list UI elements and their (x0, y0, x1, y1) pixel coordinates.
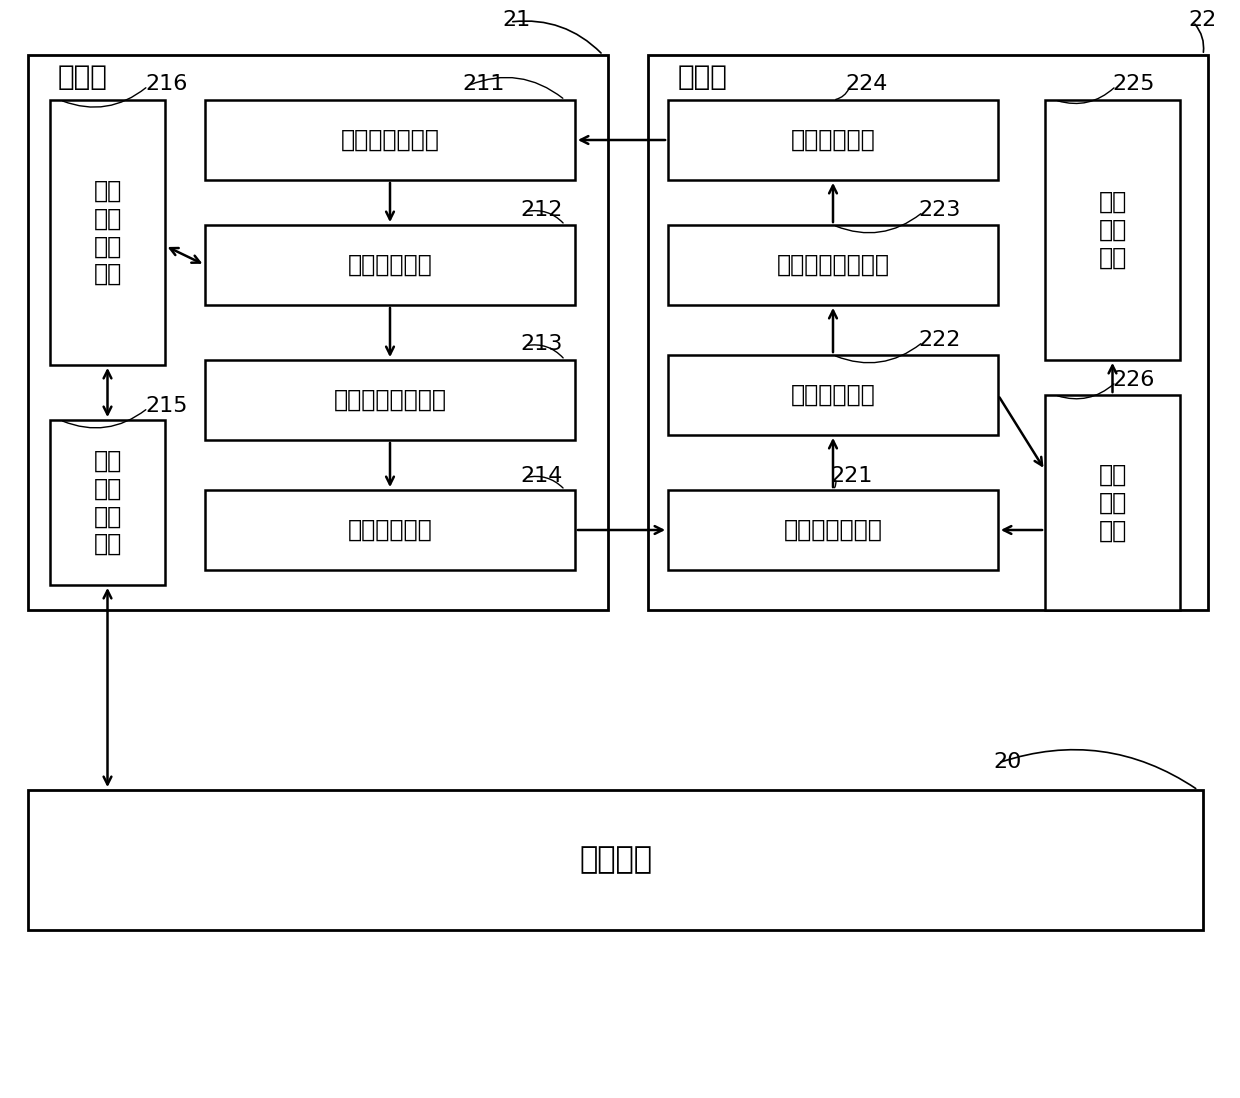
Bar (205, 225, 575, 305)
Bar (29, 55, 608, 610)
Bar (205, 100, 575, 180)
Text: 第一图形识别器: 第一图形识别器 (341, 128, 439, 152)
Bar (205, 360, 575, 440)
Text: 21: 21 (502, 10, 531, 30)
Bar (668, 100, 998, 180)
Text: 213: 213 (520, 334, 563, 354)
Bar (668, 225, 998, 305)
Text: 第一图形生成单元: 第一图形生成单元 (334, 388, 446, 412)
Text: 211: 211 (463, 74, 505, 94)
Bar (29, 789, 1203, 930)
Text: 第一显示单元: 第一显示单元 (347, 518, 433, 542)
Text: 214: 214 (520, 466, 563, 486)
Text: 20: 20 (993, 752, 1022, 772)
Bar (50, 421, 165, 585)
Text: 222: 222 (918, 330, 960, 350)
Text: 第二图形生成单元: 第二图形生成单元 (776, 253, 889, 277)
Bar (668, 490, 998, 570)
Bar (668, 355, 998, 435)
Bar (205, 490, 575, 570)
Text: 212: 212 (520, 200, 563, 220)
Text: 第一
指令
收发
单元: 第一 指令 收发 单元 (93, 449, 122, 557)
Text: 225: 225 (1112, 74, 1154, 94)
Text: 第二解析单元: 第二解析单元 (791, 383, 875, 407)
Text: 呼叫系统: 呼叫系统 (579, 845, 652, 874)
Text: 运动
控制
单元: 运动 控制 单元 (1099, 190, 1127, 270)
Text: 机器人: 机器人 (678, 63, 728, 91)
Text: 224: 224 (844, 74, 888, 94)
Bar (1045, 100, 1180, 360)
Text: 216: 216 (145, 74, 187, 94)
Text: 215: 215 (145, 396, 187, 416)
Text: 控制台: 控制台 (58, 63, 108, 91)
Text: 第一解析单元: 第一解析单元 (347, 253, 433, 277)
Text: 22: 22 (1188, 10, 1216, 30)
Text: 第二图形识别器: 第二图形识别器 (784, 518, 883, 542)
Text: 226: 226 (1112, 370, 1154, 390)
Text: 223: 223 (918, 200, 960, 220)
Text: 指令
接收
单元: 指令 接收 单元 (1099, 462, 1127, 542)
Text: 221: 221 (830, 466, 873, 486)
Text: 第一
数据
处理
单元: 第一 数据 处理 单元 (93, 179, 122, 287)
Bar (1045, 395, 1180, 610)
Bar (50, 100, 165, 365)
Bar (649, 55, 1208, 610)
Text: 第二显示单元: 第二显示单元 (791, 128, 875, 152)
